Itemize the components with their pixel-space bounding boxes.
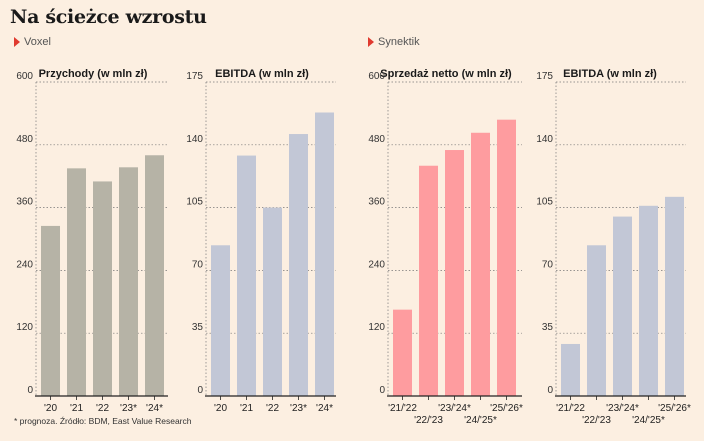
bar — [445, 150, 464, 396]
y-tick-label: 35 — [542, 322, 554, 333]
y-tick-label: 360 — [368, 197, 385, 208]
y-tick-label: 35 — [192, 322, 204, 333]
chart-title: EBITDA (w mln zł) — [215, 68, 309, 80]
x-tick-label: '21 — [70, 403, 83, 414]
y-tick-label: 0 — [547, 385, 553, 396]
x-tick-label: '22/'23 — [582, 415, 611, 426]
bar — [471, 132, 490, 396]
bar — [41, 225, 60, 396]
x-tick-label: '22 — [96, 403, 109, 414]
bar — [315, 112, 334, 396]
x-tick-label: '22 — [266, 403, 279, 414]
y-tick-label: 175 — [536, 71, 553, 82]
bar — [393, 309, 412, 396]
y-tick-label: 120 — [368, 322, 385, 333]
x-tick-label: '22/'23 — [414, 415, 443, 426]
x-tick-label: '20 — [44, 403, 57, 414]
y-tick-label: 140 — [536, 134, 553, 145]
chart-title: EBITDA (w mln zł) — [563, 68, 657, 80]
group-label-synektik-text: Synektik — [378, 36, 420, 48]
group-label-voxel-text: Voxel — [24, 36, 51, 48]
x-tick-label: '23* — [120, 403, 137, 414]
x-tick-label: '25/'26* — [658, 403, 691, 414]
x-tick-label: '24/'25* — [464, 415, 497, 426]
group-label-voxel: Voxel — [14, 36, 51, 48]
y-tick-label: 360 — [16, 197, 33, 208]
bar — [93, 181, 112, 396]
y-tick-label: 120 — [16, 322, 33, 333]
triangle-marker-icon — [14, 37, 20, 47]
bar — [665, 196, 684, 396]
bar — [497, 119, 516, 397]
y-tick-label: 105 — [186, 197, 203, 208]
y-tick-label: 240 — [16, 259, 33, 270]
y-tick-label: 240 — [368, 259, 385, 270]
y-tick-label: 480 — [16, 134, 33, 145]
bar — [119, 167, 138, 396]
y-tick-label: 175 — [186, 71, 203, 82]
y-tick-label: 0 — [27, 385, 33, 396]
bar — [237, 155, 256, 396]
bar — [211, 245, 230, 396]
x-tick-label: '23* — [290, 403, 307, 414]
bar — [587, 245, 606, 396]
x-tick-label: '24* — [146, 403, 163, 414]
y-tick-label: 70 — [192, 259, 204, 270]
x-tick-label: '25/'26* — [490, 403, 523, 414]
bar — [67, 168, 86, 396]
bar — [561, 343, 580, 396]
bar — [263, 207, 282, 396]
bar — [419, 165, 438, 396]
x-tick-label: '24* — [316, 403, 333, 414]
x-tick-label: '23/'24* — [606, 403, 639, 414]
chart-title: Przychody (w mln zł) — [39, 68, 148, 80]
y-tick-label: 70 — [542, 259, 554, 270]
x-tick-label: '21 — [240, 403, 253, 414]
bar — [639, 205, 658, 396]
y-tick-label: 480 — [368, 134, 385, 145]
y-tick-label: 600 — [16, 71, 33, 82]
x-tick-label: '20 — [214, 403, 227, 414]
y-tick-label: 600 — [368, 71, 385, 82]
y-tick-label: 0 — [197, 385, 203, 396]
y-tick-label: 0 — [379, 385, 385, 396]
bar — [289, 134, 308, 396]
chart-title: Sprzedaż netto (w mln zł) — [380, 68, 512, 80]
x-tick-label: '23/'24* — [438, 403, 471, 414]
bar — [613, 216, 632, 396]
y-tick-label: 105 — [536, 197, 553, 208]
y-tick-label: 140 — [186, 134, 203, 145]
triangle-marker-icon — [368, 37, 374, 47]
footnote: * prognoza. Źródło: BDM, East Value Rese… — [14, 416, 192, 426]
x-tick-label: '21/'22 — [556, 403, 585, 414]
bar — [145, 155, 164, 396]
group-label-synektik: Synektik — [368, 36, 420, 48]
x-tick-label: '21/'22 — [388, 403, 417, 414]
page-title: Na ścieżce wzrostu — [10, 6, 207, 28]
x-tick-label: '24/'25* — [632, 415, 665, 426]
